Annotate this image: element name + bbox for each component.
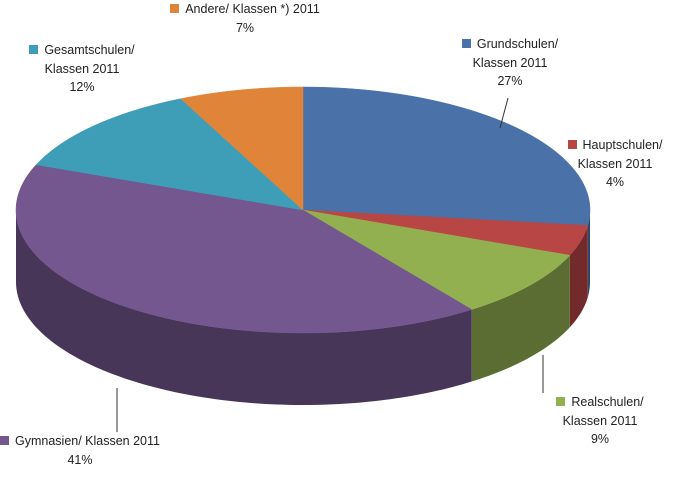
legend-swatch [461,39,471,48]
value-label: 9% [590,432,610,446]
pie-side [16,210,472,405]
pie-slice [180,86,304,211]
value-label: 41% [67,452,93,467]
pie-side [587,210,590,298]
category-label: Gesamtschulen/ Klassen 2011 [44,43,135,76]
legend-swatch [556,397,566,406]
value-label: 27% [497,74,523,88]
legend-swatch [29,45,39,54]
data-label: Grundschulen/ Klassen 2011 27% [440,35,580,91]
category-label: Gymnasien/ Klassen 2011 [15,434,160,448]
pie-side [471,255,570,382]
pie-slice [302,86,591,226]
data-label: Hauptschulen/ Klassen 2011 4% [560,136,670,192]
legend-swatch [567,140,577,149]
category-label: Hauptschulen/ Klassen 2011 [577,138,663,171]
value-label: 12% [69,80,95,94]
pie-slice [15,164,473,334]
value-label: 7% [235,20,255,35]
legend-swatch [0,436,9,445]
pie-slice [302,209,589,256]
category-label: Grundschulen/ Klassen 2011 [472,37,559,70]
data-label: Gesamtschulen/ Klassen 2011 12% [12,41,152,97]
data-label: Gymnasien/ Klassen 2011 41% [0,432,160,469]
pie-side [569,225,588,328]
legend-swatch [170,4,180,13]
pie-slice [35,98,304,211]
data-label: Realschulen/ Klassen 2011 9% [540,393,660,449]
pie-slice [302,209,571,310]
category-label: Realschulen/ Klassen 2011 [562,395,644,428]
value-label: 4% [605,175,625,189]
leader-line [499,97,509,129]
category-label: Andere/ Klassen *) 2011 [185,2,320,16]
data-label: Andere/ Klassen *) 2011 7% [150,0,340,37]
